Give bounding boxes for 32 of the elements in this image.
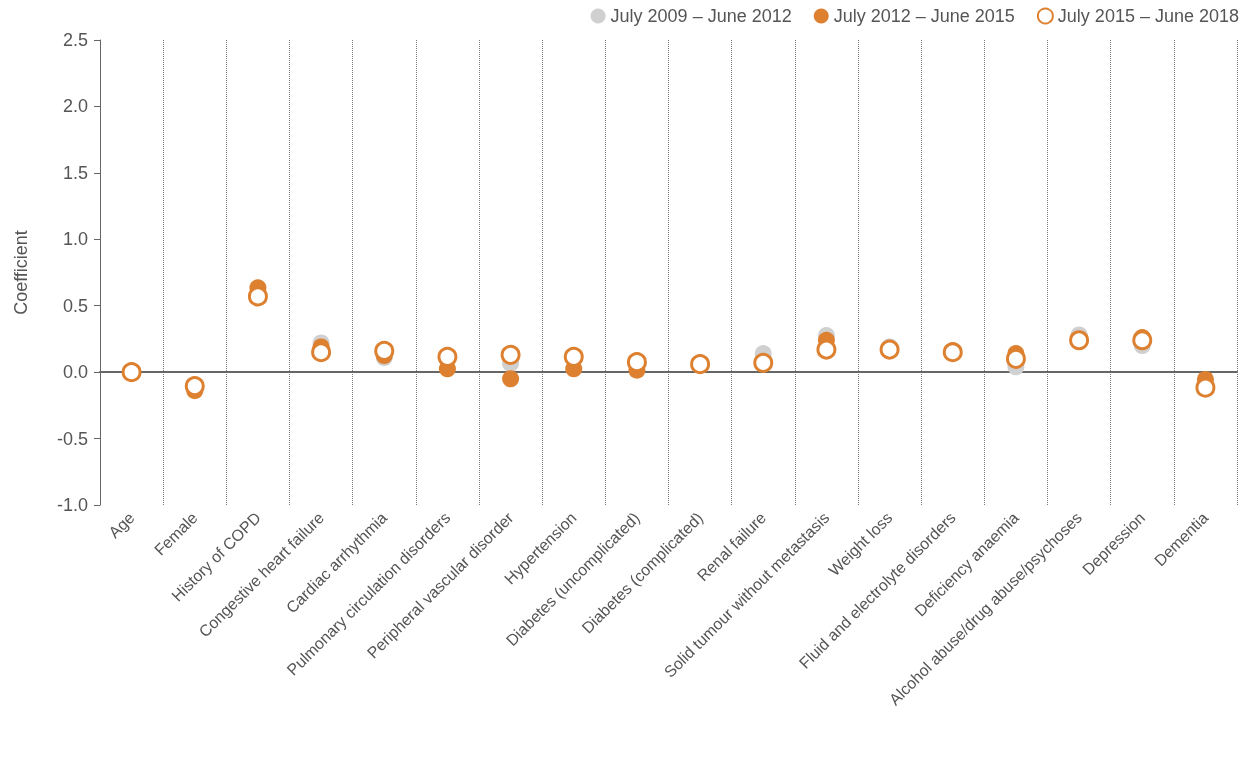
point	[374, 340, 395, 361]
point	[502, 370, 520, 388]
point	[816, 339, 837, 360]
point	[437, 346, 458, 367]
legend-label: July 2012 – June 2015	[833, 6, 1015, 26]
point	[184, 376, 205, 397]
y-tick-label: 1.5	[62, 162, 88, 183]
y-tick-label: 1.0	[62, 229, 88, 250]
legend-label: July 2015 – June 2018	[1057, 6, 1240, 26]
point	[1195, 377, 1216, 398]
y-tick-label: -1.0	[56, 495, 88, 515]
point	[879, 339, 900, 360]
point	[1069, 330, 1090, 351]
point	[626, 352, 647, 373]
point	[753, 352, 774, 373]
y-tick-label: 2.5	[62, 30, 88, 50]
x-tick-label: Age	[105, 508, 138, 542]
point	[1005, 348, 1026, 369]
point	[563, 346, 584, 367]
point	[1132, 330, 1153, 351]
point	[311, 342, 332, 363]
point	[500, 344, 521, 365]
y-tick-label: -0.5	[56, 428, 88, 449]
y-axis-title: Coefficient	[11, 230, 31, 315]
point	[690, 354, 711, 375]
y-tick-label: 2.0	[62, 96, 88, 117]
legend-label: July 2009 – June 2012	[610, 6, 792, 26]
y-tick-label: 0.0	[62, 362, 88, 383]
point	[121, 362, 142, 383]
y-tick-label: 0.5	[62, 295, 88, 316]
point	[247, 286, 268, 307]
point	[942, 342, 963, 363]
